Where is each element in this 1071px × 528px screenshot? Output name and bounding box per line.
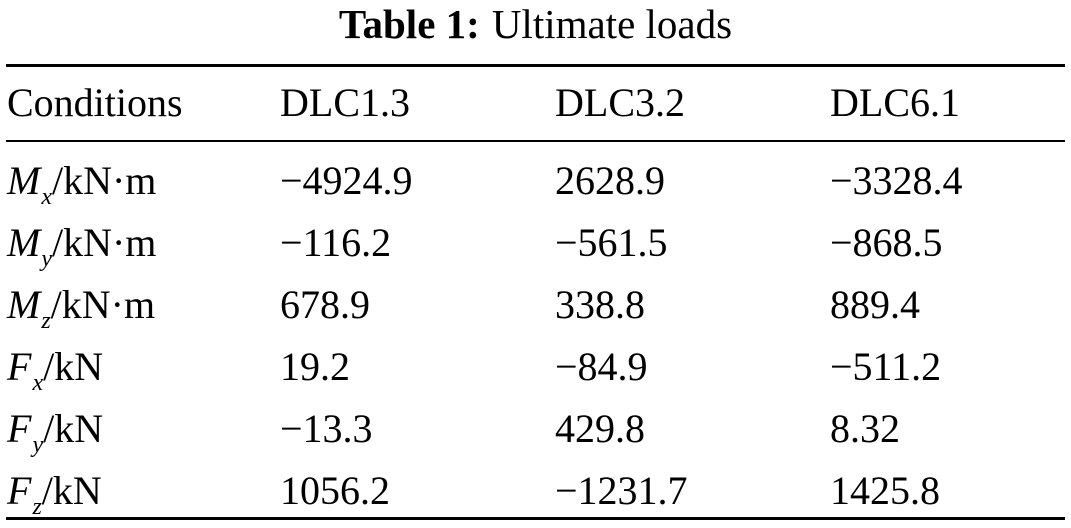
table-row: Fy/kN −13.3 429.8 8.32 [0, 398, 1071, 460]
row-unit: /kN [41, 468, 102, 513]
table-cell: 19.2 [280, 344, 350, 389]
header-dlc6-1: DLC6.1 [830, 80, 960, 125]
row-unit: /kN·m [51, 220, 157, 265]
row-subscript: y [32, 432, 44, 458]
row-label: Fz/kN [7, 460, 102, 522]
table-header-row: Conditions DLC1.3 DLC3.2 DLC6.1 [0, 72, 1071, 134]
table-row: Fz/kN 1056.2 −1231.7 1425.8 [0, 460, 1071, 522]
row-subscript: z [32, 494, 42, 520]
header-conditions: Conditions [7, 80, 183, 125]
table-row: My/kN·m −116.2 −561.5 −868.5 [0, 212, 1071, 274]
table-cell: 889.4 [830, 282, 920, 327]
row-label: My/kN·m [7, 212, 156, 274]
row-label: Mx/kN·m [7, 150, 156, 212]
table-cell: 678.9 [280, 282, 370, 327]
table-cell: 8.32 [830, 406, 900, 451]
table-cell: 2628.9 [555, 158, 665, 203]
row-symbol: F [7, 468, 32, 513]
table-bottom-rule [6, 517, 1065, 520]
row-label: Fx/kN [7, 336, 103, 398]
row-unit: /kN [43, 344, 104, 389]
header-dlc3-2: DLC3.2 [555, 80, 685, 125]
row-label: Fy/kN [7, 398, 103, 460]
row-unit: /kN·m [50, 282, 156, 327]
row-symbol: M [7, 220, 41, 265]
table-row: Mz/kN·m 678.9 338.8 889.4 [0, 274, 1071, 336]
row-subscript: x [32, 370, 44, 396]
table-cell: −4924.9 [280, 158, 413, 203]
table-cell: −3328.4 [830, 158, 963, 203]
table-top-rule [6, 64, 1065, 67]
table-cell: −511.2 [830, 344, 942, 389]
row-label: Mz/kN·m [7, 274, 155, 336]
table-caption: Table 1: Ultimate loads [0, 0, 1071, 56]
table-caption-label: Table 1: [338, 1, 480, 47]
table-cell: 429.8 [555, 406, 645, 451]
table-cell: 1056.2 [280, 468, 390, 513]
table-cell: −1231.7 [555, 468, 688, 513]
table-cell: −84.9 [555, 344, 648, 389]
table-cell: 338.8 [555, 282, 645, 327]
table-cell: −116.2 [280, 220, 392, 265]
table-row: Fx/kN 19.2 −84.9 −511.2 [0, 336, 1071, 398]
row-symbol: F [7, 406, 32, 451]
table-cell: −868.5 [830, 220, 943, 265]
row-subscript: x [41, 184, 52, 210]
table-cell: −13.3 [280, 406, 373, 451]
row-unit: /kN [43, 406, 104, 451]
table-cell: −561.5 [555, 220, 668, 265]
table-caption-title: Ultimate loads [491, 1, 733, 47]
row-subscript: y [41, 246, 52, 272]
table-header-rule [6, 140, 1065, 142]
table-row: Mx/kN·m −4924.9 2628.9 −3328.4 [0, 150, 1071, 212]
row-symbol: F [7, 344, 32, 389]
row-symbol: M [7, 158, 41, 203]
header-dlc1-3: DLC1.3 [280, 80, 410, 125]
row-symbol: M [7, 282, 41, 327]
table-cell: 1425.8 [830, 468, 940, 513]
row-subscript: z [41, 308, 51, 334]
row-unit: /kN·m [51, 158, 157, 203]
